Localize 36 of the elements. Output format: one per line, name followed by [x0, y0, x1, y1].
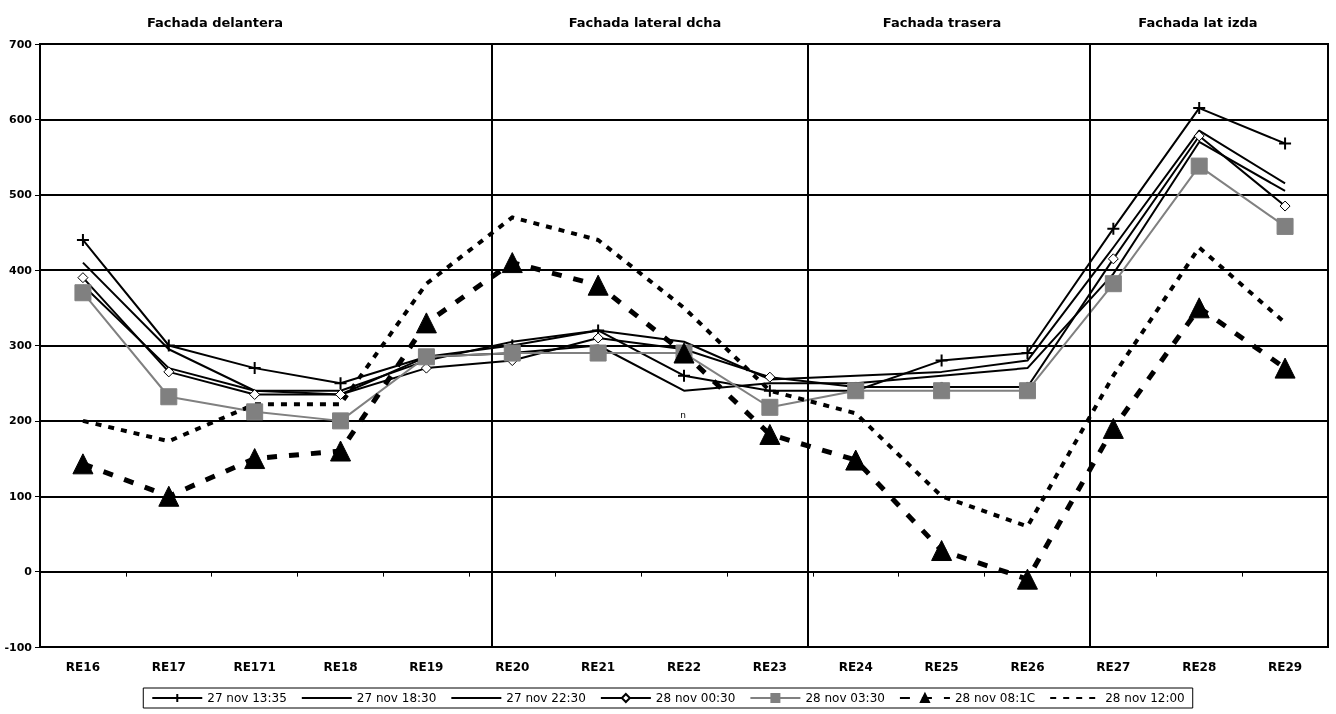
- legend-label: 27 nov 13:35: [207, 691, 287, 705]
- x-tick-label: RE19: [409, 660, 444, 674]
- legend-label: 28 nov 08:1C: [954, 691, 1036, 705]
- y-tick-label: 300: [9, 339, 33, 352]
- text: Fachada delantera: [146, 14, 284, 30]
- x-tick-label: RE23: [752, 660, 787, 674]
- text: Fachada lateral dcha: [568, 14, 722, 30]
- x-tick-label: RE27: [1096, 660, 1131, 674]
- x-tick-label: RE18: [323, 660, 358, 674]
- y-tick-label: 400: [9, 263, 33, 277]
- x-tick-label: RE29: [1268, 660, 1303, 674]
- legend-label: 27 nov 18:30: [356, 691, 437, 705]
- x-tick-label: RE22: [666, 660, 702, 674]
- x-tick-label: RE16: [65, 660, 100, 674]
- legend-label: 28 nov 12:00: [1105, 691, 1185, 705]
- text: Fachada lat izda: [1138, 14, 1258, 30]
- y-tick-label: -100: [4, 640, 33, 654]
- y-tick-label: 500: [9, 188, 33, 202]
- x-tick-label: RE171: [233, 660, 276, 674]
- legend-label: 28 nov 00:30: [655, 691, 736, 705]
- x-tick-label: RE20: [495, 660, 530, 674]
- y-tick-label: 0: [24, 565, 33, 579]
- x-tick-label: RE26: [1010, 660, 1045, 674]
- y-tick-label: 600: [9, 112, 33, 126]
- y-tick-label: 200: [9, 414, 33, 428]
- x-tick-label: RE25: [924, 660, 959, 674]
- x-tick-label: RE28: [1182, 660, 1217, 674]
- annotation: n: [680, 410, 686, 420]
- y-tick-label: 700: [9, 37, 33, 51]
- text: Fachada trasera: [882, 14, 1002, 30]
- x-tick-label: RE24: [838, 660, 873, 674]
- x-tick-label: RE21: [581, 660, 616, 674]
- legend-label: 28 nov 03:30: [805, 691, 885, 705]
- y-tick-label: 100: [9, 489, 33, 503]
- legend-label: 27 nov 22:30: [506, 691, 586, 705]
- x-tick-label: RE17: [151, 660, 186, 674]
